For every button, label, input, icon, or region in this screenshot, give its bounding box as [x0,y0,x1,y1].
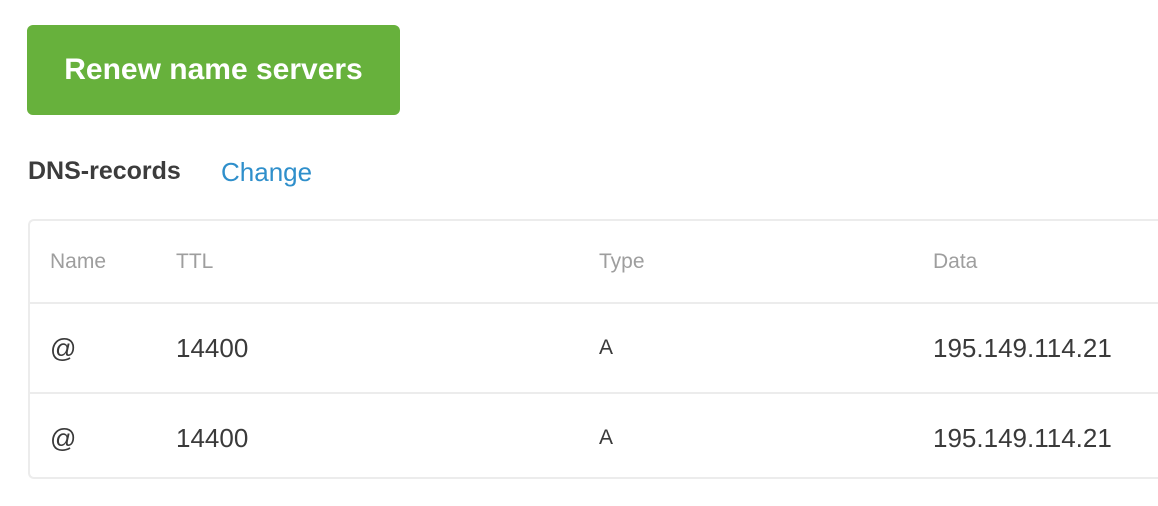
column-header-name: Name [50,249,107,273]
renew-name-servers-button[interactable]: Renew name servers [27,25,400,115]
dns-records-table: Name TTL Type Data @ 14400 A 195.149.114… [28,219,1158,479]
cell-data: 195.149.114.21 [933,332,1112,363]
cell-ttl: 14400 [176,332,249,363]
cell-type: A [599,426,614,449]
cell-name: @ [50,422,77,453]
dns-records-heading: DNS-records [28,157,181,185]
change-dns-link[interactable]: Change [221,157,313,187]
column-header-data: Data [933,249,978,273]
cell-type: A [599,336,614,359]
table-header: Name TTL Type Data [30,221,1158,304]
column-header-ttl: TTL [176,249,214,273]
table-row: @ 14400 A 195.149.114.21 [30,304,1158,394]
cell-name: @ [50,332,77,363]
cell-ttl: 14400 [176,422,249,453]
cell-data: 195.149.114.21 [933,422,1112,453]
table-row: @ 14400 A 195.149.114.21 [30,394,1158,482]
column-header-type: Type [599,249,645,273]
